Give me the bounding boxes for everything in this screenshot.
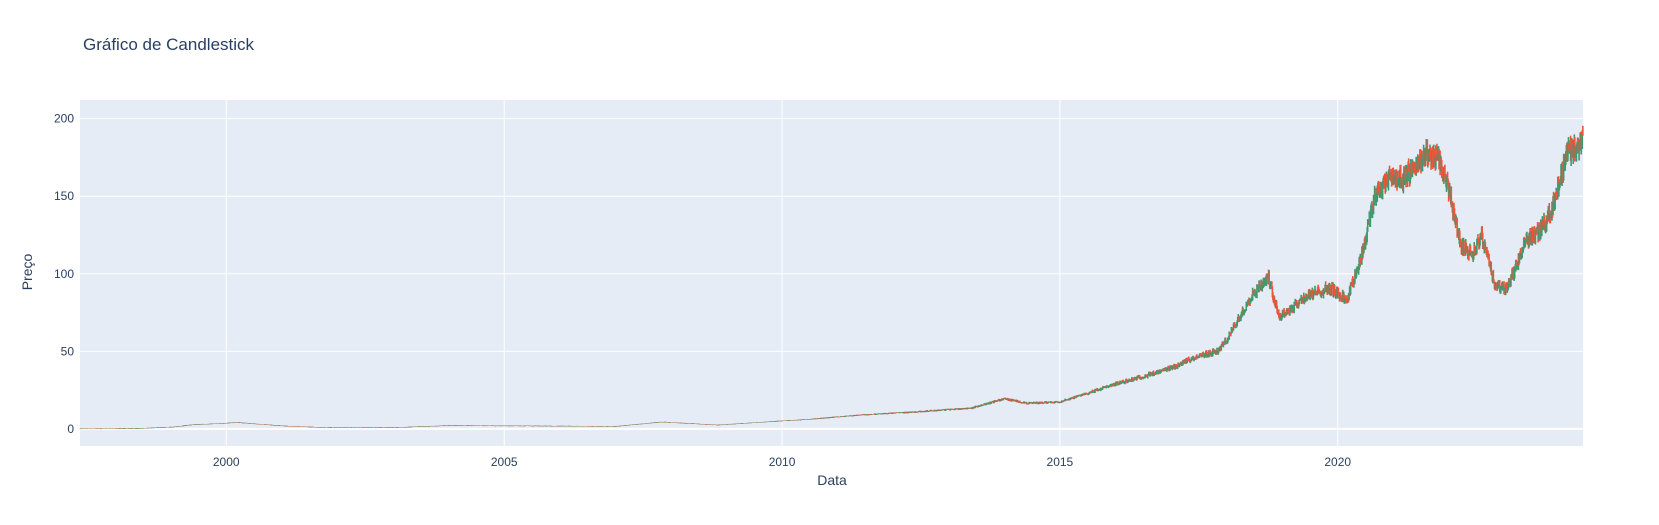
x-axis-title: Data bbox=[817, 472, 847, 488]
y-tick-label: 0 bbox=[67, 422, 74, 436]
plot-area bbox=[80, 100, 1583, 446]
y-tick-label: 200 bbox=[54, 112, 74, 126]
y-gridlines bbox=[80, 118, 1583, 430]
x-gridlines bbox=[225, 100, 1339, 446]
chart-title: Gráfico de Candlestick bbox=[83, 35, 255, 54]
x-tick-label: 2005 bbox=[491, 455, 518, 469]
x-tick-label: 2000 bbox=[213, 455, 240, 469]
y-tick-label: 50 bbox=[61, 344, 75, 358]
x-tick-label: 2010 bbox=[769, 455, 796, 469]
y-tick-labels: 0 50 100 150 200 bbox=[54, 112, 74, 436]
y-tick-label: 100 bbox=[54, 267, 74, 281]
y-tick-label: 150 bbox=[54, 189, 74, 203]
y-axis-title: Preço bbox=[19, 254, 35, 291]
x-tick-labels: 2000 2005 2010 2015 2020 bbox=[213, 455, 1352, 469]
x-tick-label: 2015 bbox=[1047, 455, 1074, 469]
x-tick-label: 2020 bbox=[1324, 455, 1351, 469]
candlestick-series bbox=[79, 125, 1584, 430]
